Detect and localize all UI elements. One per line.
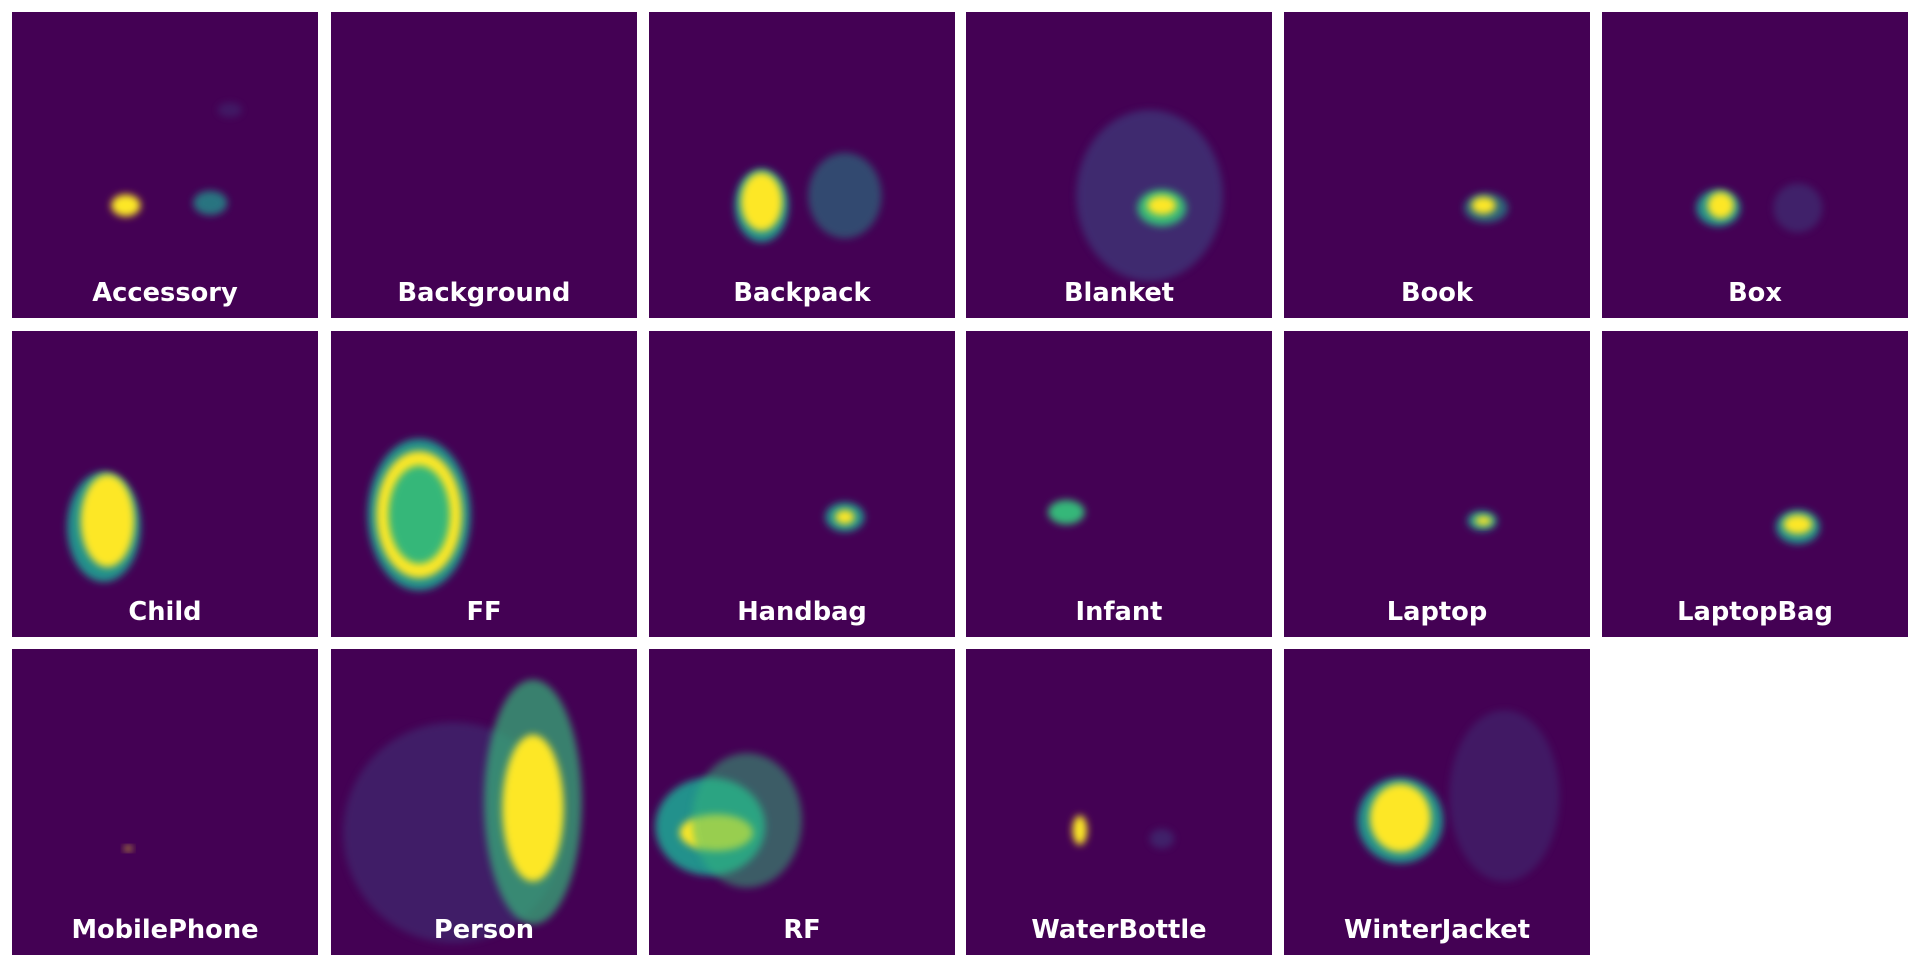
heatmap-background bbox=[649, 331, 955, 637]
heatmap-panel: Child bbox=[12, 331, 318, 637]
panel-label: Background bbox=[398, 278, 571, 308]
heatmap-blob bbox=[808, 152, 882, 239]
heatmap-blob bbox=[193, 190, 228, 216]
panel-label: Book bbox=[1401, 278, 1474, 308]
heatmap-blob bbox=[740, 172, 783, 232]
panel-label: Laptop bbox=[1387, 597, 1487, 627]
heatmap-panel: FF bbox=[331, 331, 637, 637]
heatmap-blob bbox=[1783, 514, 1813, 535]
panel-label: MobilePhone bbox=[71, 915, 258, 945]
heatmap-panel: Backpack bbox=[649, 12, 955, 318]
heatmap-panel: Box bbox=[1602, 12, 1908, 318]
panel-label: Box bbox=[1728, 278, 1782, 308]
panel-label: RF bbox=[783, 915, 820, 945]
heatmap-blob bbox=[1471, 196, 1496, 214]
heatmap-background bbox=[12, 331, 318, 637]
heatmap-panel: WaterBottle bbox=[966, 649, 1272, 955]
heatmap-panel: Person bbox=[331, 649, 637, 955]
heatmap-background bbox=[12, 649, 318, 955]
heatmap-panel: Infant bbox=[966, 331, 1272, 637]
heatmap-panel: Blanket bbox=[966, 12, 1272, 318]
heatmap-blob bbox=[1449, 710, 1560, 882]
heatmap-blob bbox=[1149, 828, 1175, 849]
heatmap-blob bbox=[217, 102, 243, 118]
heatmap-panel: MobilePhone bbox=[12, 649, 318, 955]
heatmap-blob bbox=[1048, 499, 1085, 525]
panel-label: Blanket bbox=[1064, 278, 1174, 308]
heatmap-background bbox=[966, 649, 1272, 955]
heatmap-panel: WinterJacket bbox=[1284, 649, 1590, 955]
heatmap-blob bbox=[1147, 195, 1177, 216]
panel-label: WaterBottle bbox=[1031, 915, 1206, 945]
heatmap-panel: Background bbox=[331, 12, 637, 318]
heatmap-blob bbox=[1707, 191, 1735, 219]
heatmap-blob bbox=[111, 194, 141, 217]
heatmap-background bbox=[1284, 12, 1590, 318]
heatmap-background bbox=[12, 12, 318, 318]
panel-label: Person bbox=[434, 915, 534, 945]
panel-label: Handbag bbox=[737, 597, 867, 627]
panel-label: FF bbox=[466, 597, 501, 627]
heatmap-blob bbox=[502, 734, 564, 882]
heatmap-blob bbox=[1072, 815, 1088, 845]
heatmap-blob bbox=[1773, 183, 1823, 233]
heatmap-panel: Handbag bbox=[649, 331, 955, 637]
panel-label: Backpack bbox=[733, 278, 871, 308]
heatmap-blob bbox=[388, 465, 450, 564]
heatmap-blob bbox=[124, 846, 132, 851]
panel-label: WinterJacket bbox=[1344, 915, 1530, 945]
heatmap-background bbox=[966, 331, 1272, 637]
heatmap-background bbox=[1602, 331, 1908, 637]
heatmap-panel: LaptopBag bbox=[1602, 331, 1908, 637]
panel-label: Accessory bbox=[92, 278, 238, 308]
heatmap-panel: RF bbox=[649, 649, 955, 955]
panel-label: LaptopBag bbox=[1677, 597, 1833, 627]
heatmap-panel: Book bbox=[1284, 12, 1590, 318]
heatmap-blob bbox=[1369, 783, 1431, 853]
heatmap-panel: Accessory bbox=[12, 12, 318, 318]
heatmap-panel: Laptop bbox=[1284, 331, 1590, 637]
heatmap-blob bbox=[80, 474, 135, 568]
heatmap-background bbox=[1602, 12, 1908, 318]
heatmap-blob bbox=[835, 509, 855, 525]
heatmap-blob bbox=[691, 753, 802, 888]
panel-label: Child bbox=[128, 597, 201, 627]
panel-label: Infant bbox=[1076, 597, 1163, 627]
heatmap-background bbox=[1284, 331, 1590, 637]
heatmap-background bbox=[331, 12, 637, 318]
heatmap-blob bbox=[1474, 515, 1493, 526]
heatmap-background bbox=[649, 12, 955, 318]
